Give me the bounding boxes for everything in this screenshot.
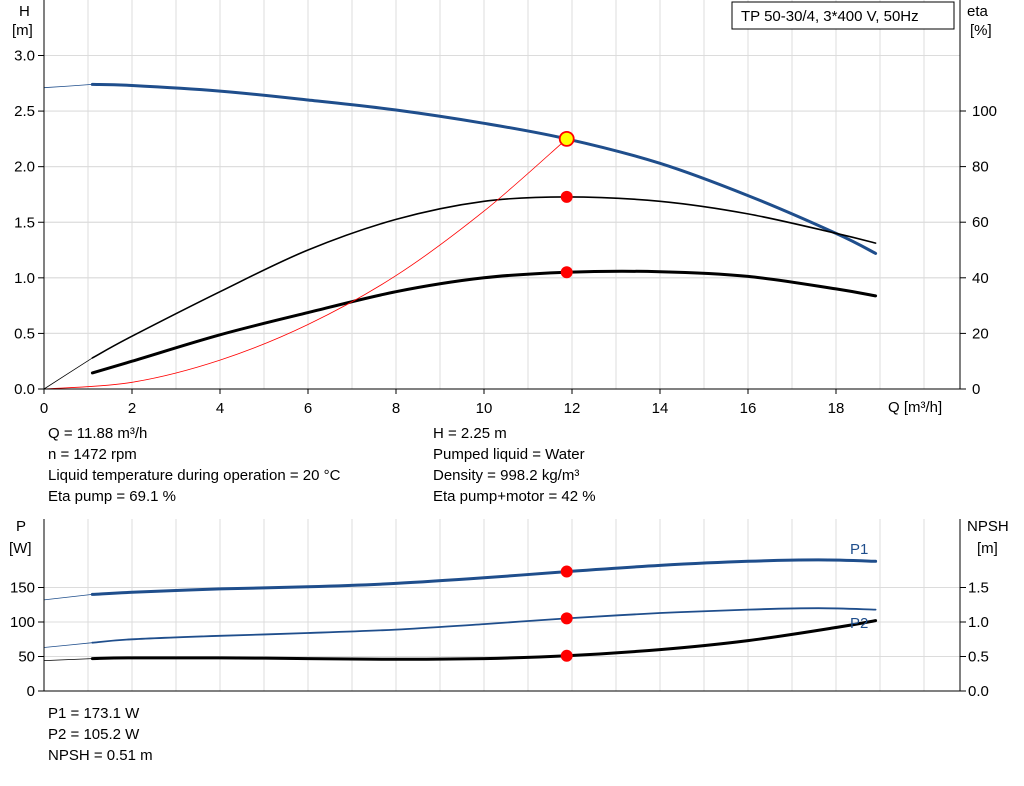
h-tick-label: 2.5 [14, 103, 35, 120]
info-npsh: NPSH = 0.51 m [48, 747, 153, 764]
axes [38, 0, 966, 692]
eta-tick-label: 40 [972, 270, 989, 287]
info-pumped-liquid: Pumped liquid = Water [433, 446, 585, 463]
info-eta-pump-motor: Eta pump+motor = 42 % [433, 488, 596, 505]
operating-point-dot [560, 565, 573, 578]
p-tick-label: 0 [27, 683, 35, 700]
npsh-axis-title: NPSH [967, 518, 1009, 535]
operating-point-dot [560, 190, 573, 203]
info-upper-left: Q = 11.88 m³/h n = 1472 rpm Liquid tempe… [48, 423, 340, 507]
x-tick-label: 0 [40, 400, 48, 417]
eta-axis-title: eta [967, 3, 989, 20]
h-tick-label: 1.5 [14, 214, 35, 231]
p-axis-unit: [W] [9, 540, 32, 557]
npsh-axis-unit: [m] [977, 540, 998, 557]
eta-tick-label: 100 [972, 103, 997, 120]
x-tick-label: 14 [652, 400, 669, 417]
h-axis-unit: [m] [12, 22, 33, 39]
p2-curve-extension [43, 642, 93, 648]
operating-point-dot [560, 266, 573, 279]
npsh-curve-extension [43, 658, 93, 661]
info-lower: P1 = 173.1 W P2 = 105.2 W NPSH = 0.51 m [48, 703, 153, 766]
eta-axis-unit: [%] [970, 22, 992, 39]
x-tick-label: 4 [216, 400, 224, 417]
axis-labels: 0 2 4 6 8 10 12 14 16 18 0.0 0.5 1.0 1.5 2.0 2.5 3.0 0 20 4… [10, 48, 997, 701]
p2-series-label: P2 [850, 615, 868, 632]
curves [43, 82, 878, 661]
eta-tick-label: 0 [972, 381, 980, 398]
x-tick-label: 12 [564, 400, 581, 417]
h-tick-label: 2.0 [14, 159, 35, 176]
x-tick-label: 18 [828, 400, 845, 417]
h-tick-label: 3.0 [14, 48, 35, 65]
info-p1: P1 = 173.1 W [48, 705, 140, 722]
h-tick-label: 0.5 [14, 325, 35, 342]
npsh-tick-label: 1.0 [968, 614, 989, 631]
eta-tick-label: 60 [972, 214, 989, 231]
p1-series-label: P1 [850, 541, 868, 558]
npsh-curve [90, 619, 878, 661]
lower-grid [44, 519, 960, 691]
eta-tick-label: 20 [972, 325, 989, 342]
x-tick-label: 8 [392, 400, 400, 417]
p1-curve-extension [43, 594, 93, 601]
info-liquid-temperature: Liquid temperature during operation = 20… [48, 467, 341, 484]
operating-point-dot [560, 649, 573, 662]
duty-point-marker [558, 130, 575, 147]
h-tick-label: 0.0 [14, 381, 35, 398]
eta-pump-motor-curve [90, 269, 878, 375]
info-eta-pump: Eta pump = 69.1 % [48, 488, 176, 505]
info-p2: P2 = 105.2 W [48, 726, 140, 743]
p1-curve [90, 558, 878, 596]
chart-title: TP 50-30/4, 3*400 V, 50Hz [741, 8, 919, 25]
eta-pump-curve-extension [43, 357, 93, 390]
upper-grid [44, 0, 960, 389]
p-tick-label: 150 [10, 580, 35, 597]
head-curve [90, 82, 878, 255]
title-box: TP 50-30/4, 3*400 V, 50Hz [731, 1, 955, 30]
operating-point-markers [558, 130, 575, 662]
h-axis-title: H [19, 3, 30, 20]
q-axis-title: Q [m³/h] [888, 399, 942, 416]
info-head: H = 2.25 m [433, 425, 507, 442]
x-tick-label: 2 [128, 400, 136, 417]
p-tick-label: 100 [10, 614, 35, 631]
eta-tick-label: 80 [972, 159, 989, 176]
npsh-tick-label: 0.0 [968, 683, 989, 700]
x-tick-label: 16 [740, 400, 757, 417]
x-tick-label: 10 [476, 400, 493, 417]
system-curve [43, 138, 568, 390]
p-axis-title: P [16, 518, 26, 535]
operating-point-dot [560, 612, 573, 625]
info-density: Density = 998.2 kg/m³ [433, 467, 580, 484]
eta-pump-curve [91, 196, 877, 359]
h-tick-label: 1.0 [14, 270, 35, 287]
info-upper-right: H = 2.25 m Pumped liquid = Water Density… [433, 423, 596, 507]
info-flow: Q = 11.88 m³/h [48, 425, 148, 442]
p2-curve [91, 607, 877, 644]
info-speed: n = 1472 rpm [48, 446, 137, 463]
p-tick-label: 50 [18, 649, 35, 666]
npsh-tick-label: 0.5 [968, 649, 989, 666]
npsh-tick-label: 1.5 [968, 580, 989, 597]
head-curve-extension [43, 84, 93, 89]
x-tick-label: 6 [304, 400, 312, 417]
